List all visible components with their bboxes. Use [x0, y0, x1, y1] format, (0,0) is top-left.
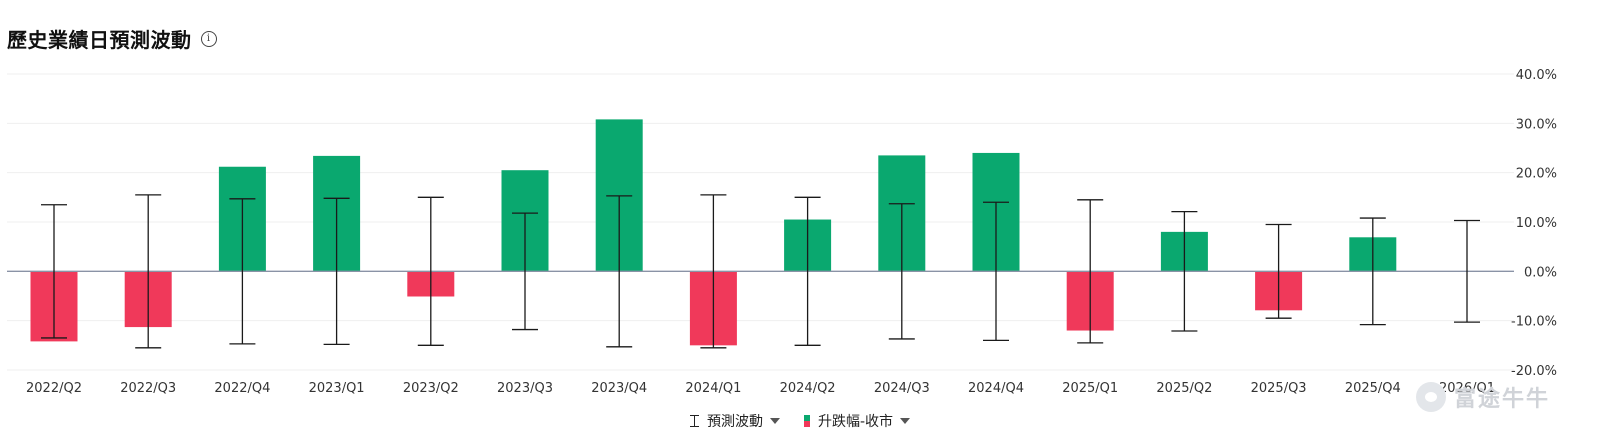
watermark: 富途牛牛 — [1415, 381, 1550, 413]
legend-item-forecast-volatility[interactable]: 預測波動 — [689, 411, 780, 431]
x-tick-label: 2025/Q1 — [1062, 381, 1118, 396]
y-tick-label: 40.0% — [1516, 68, 1557, 83]
x-tick-label: 2023/Q4 — [591, 381, 647, 396]
chart-legend: 預測波動 升跌幅-收市 — [0, 411, 1600, 431]
x-tick-label: 2023/Q2 — [403, 381, 459, 396]
up-down-swatch-icon — [803, 415, 810, 427]
errorbar — [700, 194, 727, 349]
legend-label: 升跌幅-收市 — [817, 414, 894, 430]
errorbar — [983, 201, 1009, 342]
futu-logo-icon — [1415, 382, 1446, 412]
x-tick-label: 2023/Q3 — [497, 381, 553, 396]
chevron-down-icon — [769, 418, 780, 424]
x-tick-label: 2023/Q1 — [309, 381, 365, 396]
legend-label: 預測波動 — [706, 414, 763, 430]
x-tick-label: 2022/Q4 — [214, 381, 270, 396]
x-tick-label: 2024/Q3 — [874, 381, 930, 396]
x-tick-label: 2024/Q1 — [685, 381, 741, 396]
info-circle-icon[interactable]: i — [200, 30, 217, 47]
y-tick-label: -20.0% — [1511, 364, 1557, 379]
errorbar — [794, 196, 821, 346]
errorbar — [888, 203, 915, 340]
y-tick-label: 30.0% — [1516, 117, 1557, 132]
x-tick-label: 2024/Q4 — [968, 381, 1024, 396]
grid-lines — [7, 73, 1514, 371]
errorbar-icon — [689, 415, 699, 427]
errorbar — [512, 212, 538, 331]
errorbar — [1265, 223, 1292, 319]
errorbar — [323, 197, 350, 345]
x-tick-label: 2022/Q2 — [26, 381, 82, 396]
errorbar-series — [7, 194, 1514, 349]
axis-labels: 40.0% 30.0% 20.0% 10.0% 0.0% -10.0% -20.0% 2022… — [26, 68, 1557, 396]
chart-header: 歷史業績日預測波動 i — [7, 24, 217, 53]
x-tick-label: 2025/Q2 — [1156, 381, 1212, 396]
errorbar — [1077, 199, 1104, 344]
errorbar — [135, 194, 162, 349]
errorbar — [417, 196, 444, 346]
x-tick-label: 2025/Q3 — [1251, 381, 1307, 396]
errorbar — [41, 204, 67, 339]
chart-title: 歷史業績日預測波動 — [7, 28, 192, 52]
y-tick-label: 10.0% — [1516, 216, 1557, 231]
errorbar — [1454, 219, 1480, 323]
errorbar — [229, 198, 256, 345]
legend-item-change-close[interactable]: 升跌幅-收市 — [803, 411, 911, 431]
chevron-down-icon — [900, 418, 911, 424]
x-tick-label: 2025/Q4 — [1345, 381, 1401, 396]
x-tick-label: 2024/Q2 — [780, 381, 836, 396]
watermark-text: 富途牛牛 — [1453, 387, 1550, 412]
errorbar — [1359, 217, 1386, 326]
x-tick-label: 2026/Q1 — [1439, 381, 1495, 396]
y-tick-label: -10.0% — [1511, 315, 1557, 330]
y-tick-label: 0.0% — [1524, 265, 1557, 280]
x-tick-label: 2022/Q3 — [120, 381, 176, 396]
errorbar — [1171, 210, 1198, 332]
errorbar — [606, 195, 633, 348]
y-tick-label: 20.0% — [1516, 167, 1557, 182]
